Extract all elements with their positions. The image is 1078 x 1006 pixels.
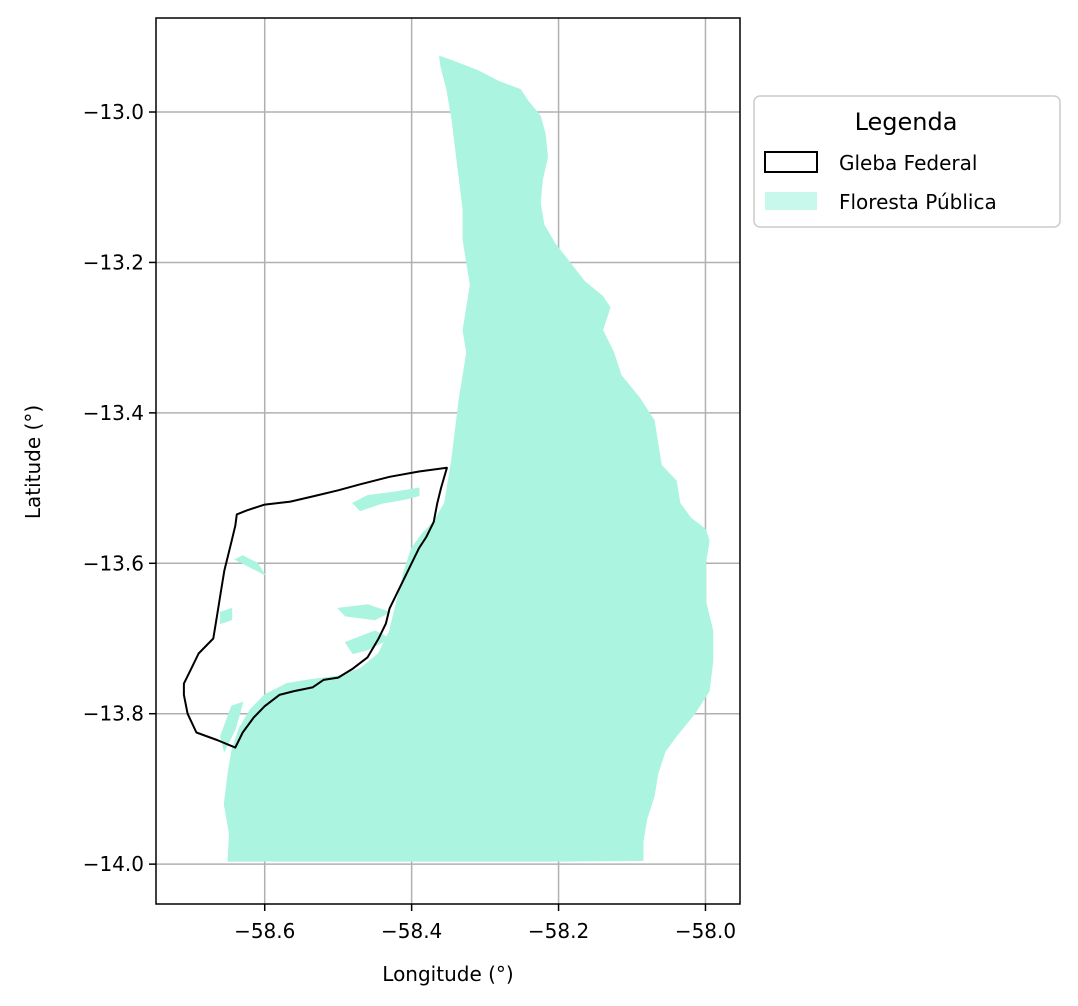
y-axis-label: Latitude (°) xyxy=(21,405,45,519)
floresta-patch-polygon xyxy=(337,604,391,621)
gleba-federal-polygon xyxy=(182,466,448,749)
floresta-patch-polygon xyxy=(220,607,233,625)
x-tick-label: −58.2 xyxy=(528,919,589,943)
legend: Legenda Gleba Federal Floresta Pública xyxy=(753,95,1061,228)
gleba-federal-layer xyxy=(182,466,448,749)
legend-box xyxy=(753,95,1061,228)
legend-title: Legenda xyxy=(855,108,958,136)
y-tick-label: −13.2 xyxy=(83,250,144,274)
x-tick-label: −58.4 xyxy=(381,919,442,943)
y-tick-label: −14.0 xyxy=(83,852,144,876)
legend-gleba-label: Gleba Federal xyxy=(839,151,977,175)
legend-floresta-label: Floresta Pública xyxy=(839,190,997,214)
x-tick-label: −58.0 xyxy=(675,919,736,943)
legend-gleba-swatch xyxy=(764,151,818,173)
floresta-publica-layer xyxy=(220,55,714,862)
legend-floresta-swatch xyxy=(765,192,817,210)
floresta-patch-polygon xyxy=(234,555,267,576)
floresta-patch-polygon xyxy=(220,701,244,753)
floresta-publica-polygon xyxy=(223,55,714,862)
y-tick-label: −13.6 xyxy=(83,551,144,575)
x-axis-label: Longitude (°) xyxy=(382,962,513,986)
x-tick-label: −58.6 xyxy=(234,919,295,943)
y-tick-label: −13.8 xyxy=(83,702,144,726)
axis-ticks: −58.6 −58.4 −58.2 −58.0 −13.0 −13.2 −13.4 −13.6… xyxy=(83,100,736,943)
axes-frame xyxy=(155,17,741,905)
y-tick-label: −13.4 xyxy=(83,401,144,425)
floresta-patch-polygon xyxy=(352,487,420,512)
y-tick-label: −13.0 xyxy=(83,100,144,124)
